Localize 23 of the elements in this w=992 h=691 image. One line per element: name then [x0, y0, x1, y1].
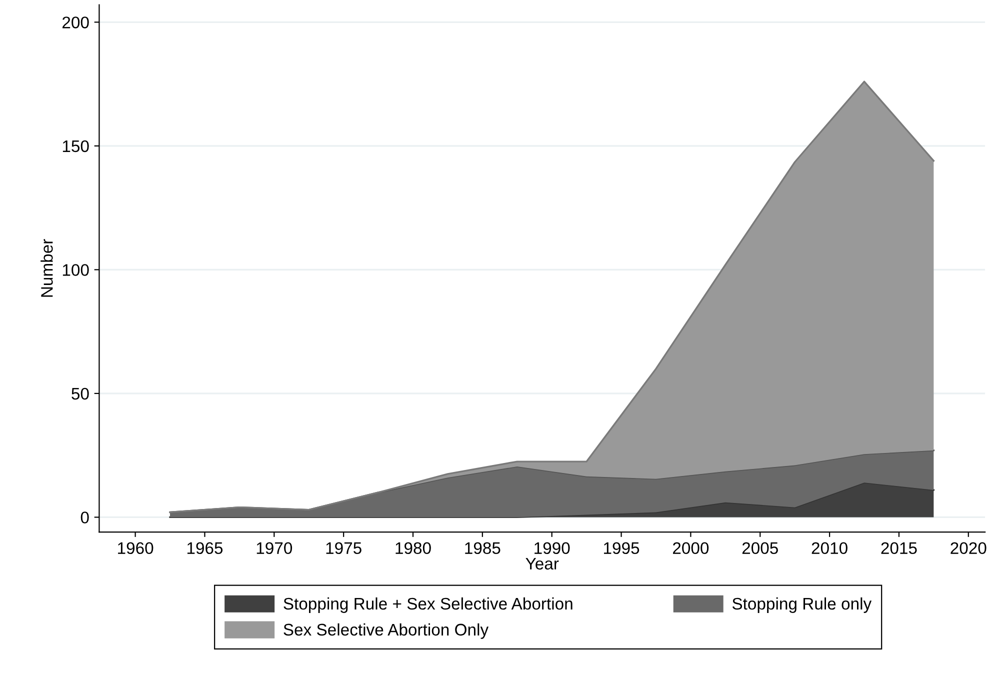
y-tick-label: 0: [80, 512, 89, 524]
y-axis-title: Number: [40, 239, 53, 297]
x-tick-label: 1980: [396, 542, 431, 554]
y-tick-label: 100: [62, 264, 89, 276]
legend-label: Sex Selective Abortion Only: [284, 623, 489, 639]
x-tick-label: 2000: [673, 542, 709, 554]
x-tick-label: 1975: [326, 542, 362, 554]
x-tick-label: 1985: [465, 542, 500, 554]
x-tick-label: 1960: [118, 542, 154, 554]
x-tick-label: 2020: [950, 542, 986, 554]
x-tick-label: 2010: [812, 542, 848, 554]
x-tick-label: 2015: [881, 542, 917, 554]
legend-label: Stopping Rule only: [732, 597, 872, 613]
y-tick-label: 150: [62, 140, 89, 152]
y-tick-label: 50: [72, 388, 89, 400]
x-tick-label: 2005: [742, 542, 778, 554]
x-tick-label: 1970: [256, 542, 292, 554]
x-tick-label: 1990: [534, 542, 570, 554]
y-tick-label: 200: [62, 16, 89, 28]
x-axis-title: Year: [526, 558, 559, 570]
legend-label: Stopping Rule + Sex Selective Abortion: [284, 597, 572, 613]
x-tick-label: 1995: [604, 542, 640, 554]
x-tick-label: 1965: [187, 542, 223, 554]
